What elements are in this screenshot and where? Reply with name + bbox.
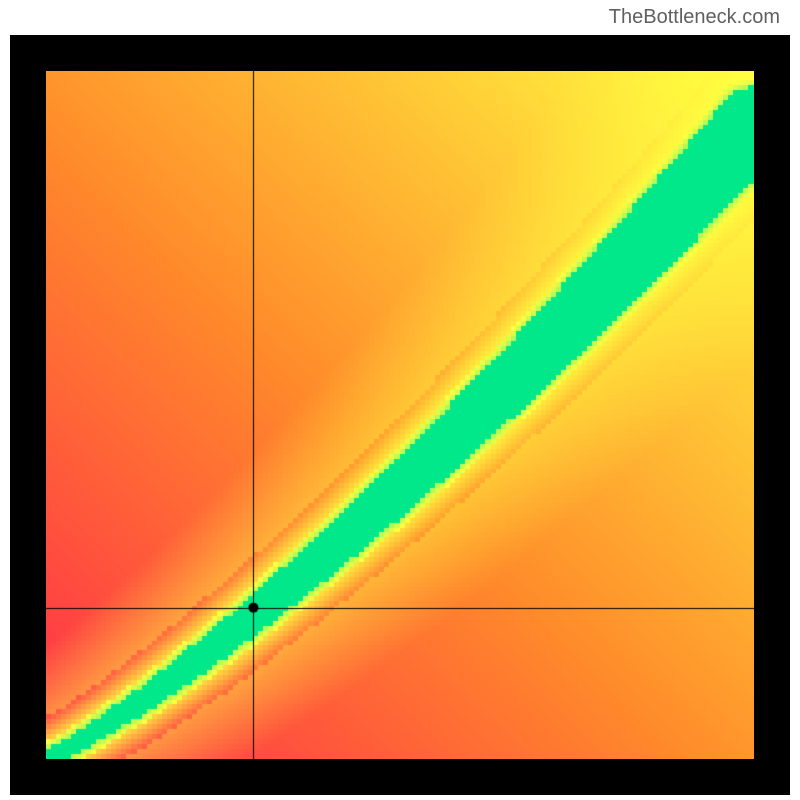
watermark-text: TheBottleneck.com bbox=[609, 6, 780, 29]
bottleneck-heatmap bbox=[46, 71, 754, 759]
chart-frame bbox=[10, 35, 790, 795]
